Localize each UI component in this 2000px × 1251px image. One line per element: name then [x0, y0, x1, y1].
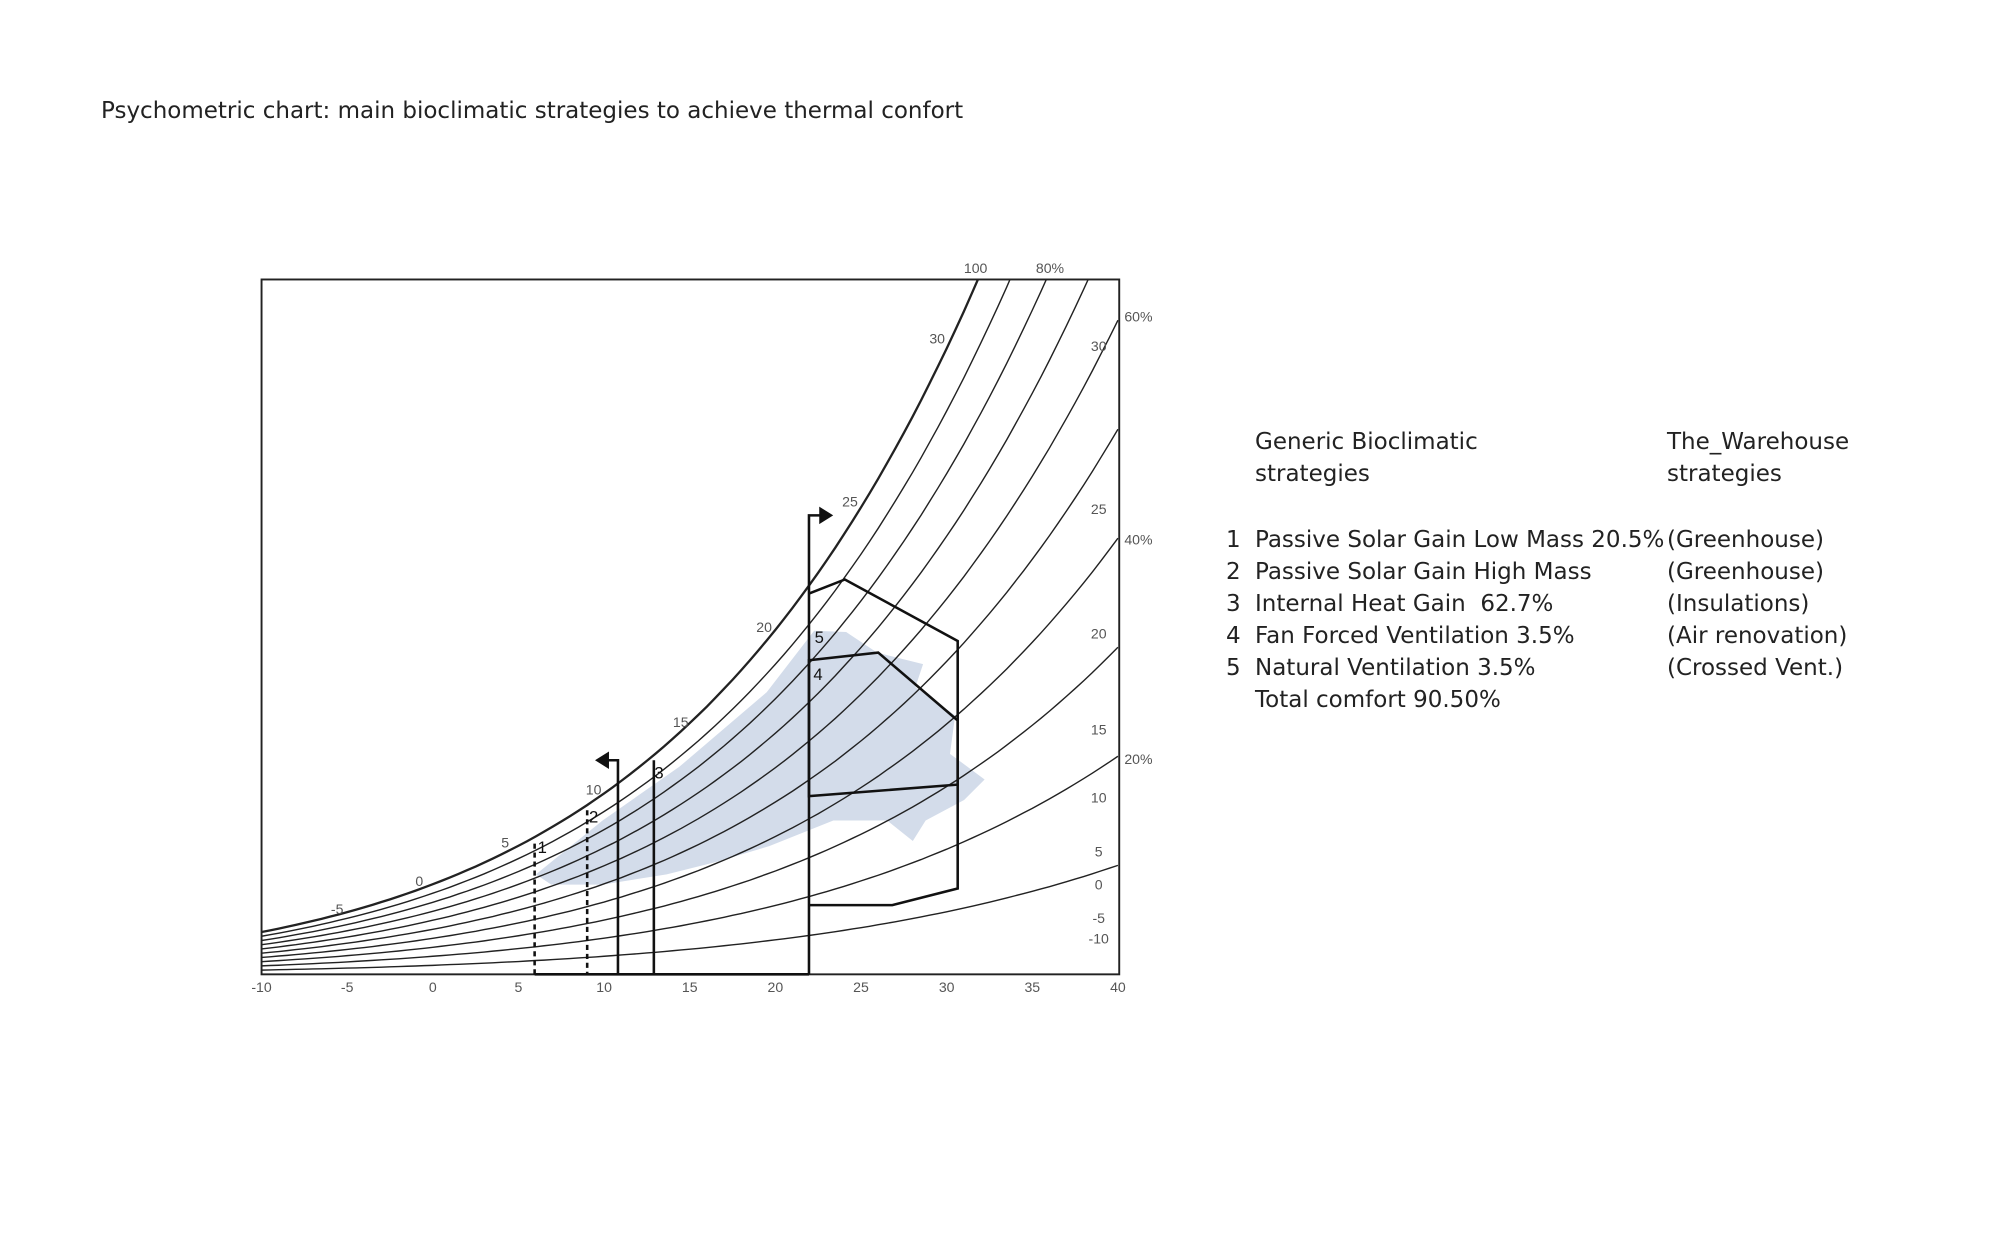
legend-number: 5 [1226, 655, 1241, 681]
rh-curves [261, 279, 1119, 971]
x-tick-label: 15 [682, 979, 698, 995]
x-tick-label: -5 [341, 979, 354, 995]
title: Psychometric chart: main bioclimatic str… [101, 98, 964, 124]
legend-generic: Fan Forced Ventilation 3.5% [1255, 623, 1575, 649]
legend-generic: Internal Heat Gain 62.7% [1255, 591, 1554, 617]
x-tick-label: -10 [251, 979, 272, 995]
right-temp-label: -10 [1089, 930, 1110, 946]
curve-temp-label: 5 [501, 834, 509, 850]
rh-curve [261, 646, 1119, 963]
rh-label: 40% [1124, 532, 1153, 548]
zone-label: 2 [589, 807, 598, 826]
x-tick-label: 30 [939, 979, 955, 995]
rh-curve [261, 319, 1119, 950]
rh-curve [261, 428, 1119, 954]
zone-label: 5 [815, 628, 824, 647]
legend-number: 3 [1226, 591, 1241, 617]
rh-label: 60% [1124, 309, 1153, 325]
legend-number: 1 [1226, 527, 1241, 553]
rh-curve [261, 279, 1011, 937]
legend-site: (Insulations) [1667, 591, 1810, 617]
x-tick-label: 5 [515, 979, 523, 995]
legend-header-site: The_Warehouse strategies [1667, 429, 1850, 487]
rh-curve [261, 864, 1119, 971]
x-tick-label: 20 [768, 979, 784, 995]
right-temp-label: 0 [1095, 877, 1103, 893]
curve-temp-label: 0 [415, 873, 423, 889]
right-temp-label: 10 [1091, 789, 1107, 805]
right-temp-label: 5 [1095, 843, 1103, 859]
x-tick-label: 0 [429, 979, 437, 995]
curve-temp-label: -5 [331, 901, 344, 917]
rh-label: 100 [964, 260, 988, 276]
zone-label: 4 [813, 665, 822, 684]
legend-header-generic: Generic Bioclimatic strategies [1255, 429, 1478, 487]
right-temp-label: -5 [1092, 910, 1105, 926]
curve-temp-label: 20 [756, 619, 772, 635]
legend-total: Total comfort 90.50% [1255, 687, 1501, 713]
strategy-zones [533, 506, 959, 976]
x-tick-label: 35 [1024, 979, 1040, 995]
legend-number: 4 [1226, 623, 1241, 649]
legend-generic: Passive Solar Gain Low Mass 20.5% [1255, 527, 1665, 553]
rh-curve [261, 279, 1089, 946]
legend-generic: Passive Solar Gain High Mass [1255, 559, 1592, 585]
chart-frame [260, 278, 1121, 976]
x-tick-label: 25 [853, 979, 869, 995]
x-tick-label: 40 [1110, 979, 1126, 995]
curve-temp-label: 30 [929, 330, 945, 346]
rh-curve [261, 279, 1048, 942]
right-temp-label: 15 [1091, 721, 1107, 737]
legend-site: (Greenhouse) [1667, 559, 1824, 585]
legend-site: (Air renovation) [1667, 623, 1848, 649]
rh-curve [261, 537, 1119, 959]
rh-curve [261, 755, 1119, 967]
climate-area [535, 630, 985, 885]
curve-temp-label: 10 [586, 782, 602, 798]
rh-label: 80% [1036, 260, 1065, 276]
right-temp-label: 25 [1091, 501, 1107, 517]
curve-temp-label: 15 [673, 714, 689, 730]
curve-temp-label: 25 [842, 493, 858, 509]
legend-site: (Crossed Vent.) [1667, 655, 1844, 681]
legend-site: (Greenhouse) [1667, 527, 1824, 553]
zone-label: 3 [654, 764, 663, 783]
right-temp-label: 20 [1091, 625, 1107, 641]
rh-curve [261, 279, 980, 934]
right-temp-label: 30 [1091, 338, 1107, 354]
legend-generic: Natural Ventilation 3.5% [1255, 655, 1536, 681]
zone-label: 1 [538, 838, 547, 857]
x-tick-label: 10 [596, 979, 612, 995]
rh-label: 20% [1124, 751, 1153, 767]
legend-number: 2 [1226, 559, 1241, 585]
